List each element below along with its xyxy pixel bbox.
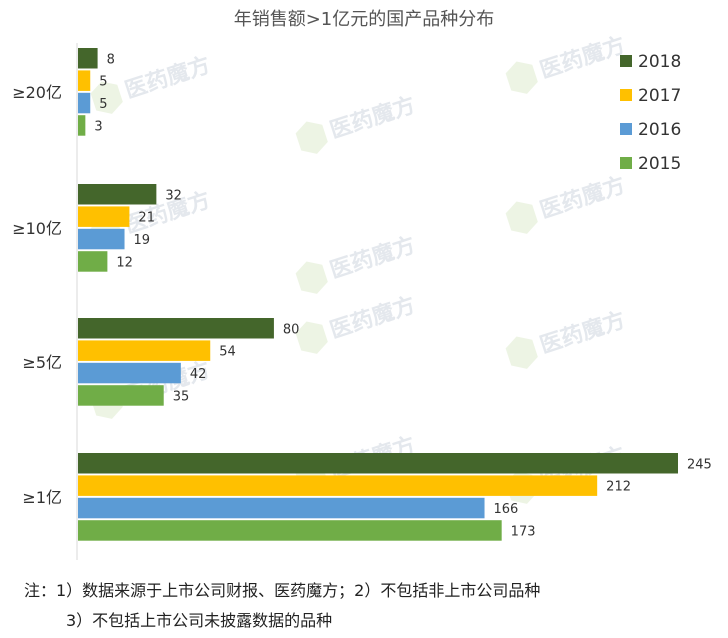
legend-label: 2017 [638, 86, 681, 106]
watermark-text: 医药魔方 [327, 232, 419, 284]
watermark-layer: 医药魔方医药魔方医药魔方医药魔方医药魔方医药魔方医药魔方医药魔方医药魔方医药魔方… [90, 32, 629, 504]
cube-logo-icon [90, 81, 123, 114]
cube-logo-icon [505, 336, 538, 369]
bar [78, 92, 91, 114]
data-label: 42 [190, 367, 207, 382]
watermark-text: 医药魔方 [327, 292, 419, 344]
bar [78, 318, 274, 339]
watermark: 医药魔方 [505, 172, 629, 234]
chart-title: 年销售额>1亿元的国产品种分布 [234, 9, 495, 30]
bar [78, 453, 678, 474]
watermark-text: 医药魔方 [537, 32, 629, 84]
watermark: 医药魔方 [505, 307, 629, 369]
data-label: 3 [94, 119, 102, 134]
watermark-text: 医药魔方 [122, 52, 214, 104]
data-label: 245 [687, 457, 712, 472]
legend-label: 2015 [638, 154, 681, 174]
data-label: 21 [138, 211, 155, 226]
data-label: 173 [511, 524, 536, 539]
watermark-text: 医药魔方 [327, 92, 419, 144]
bar [78, 497, 485, 519]
legend: 2018 2017 2016 2015 [620, 52, 681, 174]
bar [78, 48, 98, 69]
bar [78, 70, 91, 91]
data-label: 5 [99, 75, 107, 90]
data-label: 8 [107, 52, 115, 67]
watermark-text: 医药魔方 [537, 172, 629, 224]
watermark: 医药魔方 [295, 92, 419, 154]
footnote: 注：1）数据来源于上市公司财报、医药魔方；2）不包括非上市公司品种 3）不包括上… [24, 576, 714, 636]
category-label: ≥1亿 [22, 488, 62, 507]
footnote-line-1: 注：1）数据来源于上市公司财报、医药魔方；2）不包括非上市公司品种 [24, 581, 541, 600]
category-label: ≥20亿 [12, 83, 62, 102]
footnote-line-2: 3）不包括上市公司未披露数据的品种 [66, 611, 333, 630]
legend-swatch [620, 123, 632, 135]
cube-logo-icon [295, 121, 328, 154]
data-label: 5 [99, 97, 107, 112]
bars-layer: ≥20亿8553≥10亿32211912≥5亿80544235≥1亿245212… [12, 48, 712, 541]
data-label: 19 [134, 233, 151, 248]
cube-logo-icon [295, 321, 328, 354]
bar [78, 385, 164, 406]
data-label: 166 [494, 502, 519, 517]
bar [78, 362, 181, 384]
legend-label: 2018 [638, 52, 681, 72]
cube-logo-icon [295, 261, 328, 294]
data-label: 12 [116, 255, 133, 270]
bar [78, 184, 157, 205]
bar [78, 251, 108, 272]
legend-swatch [620, 55, 632, 67]
legend-swatch [620, 89, 632, 101]
cube-logo-icon [505, 61, 538, 94]
legend-swatch [620, 157, 632, 169]
bar [78, 228, 125, 250]
category-label: ≥5亿 [22, 353, 62, 372]
bar [78, 340, 211, 361]
chart: 医药魔方医药魔方医药魔方医药魔方医药魔方医药魔方医药魔方医药魔方医药魔方医药魔方… [12, 9, 712, 560]
watermark: 医药魔方 [505, 32, 629, 94]
bar [78, 475, 598, 496]
legend-label: 2016 [638, 120, 681, 140]
data-label: 35 [173, 389, 190, 404]
watermark: 医药魔方 [295, 232, 419, 294]
watermark: 医药魔方 [295, 292, 419, 354]
data-label: 80 [283, 322, 300, 337]
data-label: 212 [606, 480, 631, 495]
bar [78, 520, 502, 541]
cube-logo-icon [505, 201, 538, 234]
data-label: 54 [219, 345, 236, 360]
bar [78, 115, 86, 136]
bar [78, 206, 130, 227]
data-label: 32 [165, 188, 182, 203]
watermark-text: 医药魔方 [537, 307, 629, 359]
category-label: ≥10亿 [12, 219, 62, 238]
